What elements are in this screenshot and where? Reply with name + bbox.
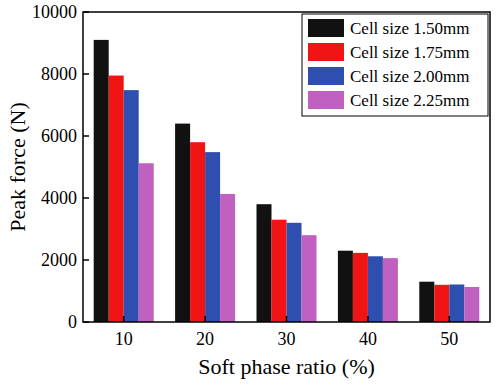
x-tick-label: 50 bbox=[440, 329, 458, 349]
bar bbox=[205, 152, 220, 322]
bar bbox=[338, 251, 353, 322]
bar bbox=[94, 40, 109, 322]
x-tick-label: 30 bbox=[278, 329, 296, 349]
chart: 0 2000 4000 6000 8000 10000 10 20 30 40 50 Soft pha… bbox=[0, 0, 500, 385]
y-tick bbox=[83, 135, 89, 137]
bar bbox=[257, 204, 272, 322]
x-tick bbox=[449, 316, 451, 322]
legend-swatch bbox=[308, 67, 344, 85]
legend-swatch bbox=[308, 91, 344, 109]
y-tick bbox=[83, 11, 89, 13]
x-tick-label: 20 bbox=[196, 329, 214, 349]
y-tick-label: 4000 bbox=[41, 188, 77, 208]
bar bbox=[449, 284, 464, 322]
bar bbox=[139, 163, 154, 322]
bar bbox=[368, 256, 383, 322]
bar bbox=[220, 194, 235, 322]
x-tick-label: 10 bbox=[115, 329, 133, 349]
legend-label: Cell size 2.00mm bbox=[350, 67, 469, 86]
bar bbox=[464, 287, 479, 322]
x-tick bbox=[367, 316, 369, 322]
x-tick bbox=[286, 316, 288, 322]
bar bbox=[175, 124, 190, 322]
bar bbox=[302, 235, 317, 322]
bar bbox=[272, 220, 287, 322]
legend-swatch bbox=[308, 43, 344, 61]
legend-swatch bbox=[308, 19, 344, 37]
legend-box bbox=[302, 14, 488, 116]
y-tick bbox=[83, 73, 89, 75]
y-tick-label: 10000 bbox=[32, 2, 77, 22]
x-tick bbox=[204, 316, 206, 322]
x-axis-label: Soft phase ratio (%) bbox=[198, 354, 375, 379]
y-tick-label: 2000 bbox=[41, 250, 77, 270]
bar bbox=[419, 282, 434, 322]
y-tick bbox=[83, 259, 89, 261]
bar bbox=[190, 142, 205, 322]
plot-frame bbox=[83, 12, 490, 322]
y-axis-label: Peak force (N) bbox=[5, 102, 30, 232]
bar bbox=[287, 223, 302, 322]
bar bbox=[383, 258, 398, 322]
y-tick bbox=[83, 197, 89, 199]
x-tick bbox=[123, 316, 125, 322]
y-tick-label: 6000 bbox=[41, 126, 77, 146]
bar bbox=[353, 253, 368, 322]
bar bbox=[434, 285, 449, 322]
legend: Cell size 1.50mm Cell size 1.75mm Cell siz… bbox=[302, 14, 488, 116]
bar bbox=[124, 90, 139, 322]
bar bbox=[109, 76, 124, 322]
y-tick-label: 0 bbox=[68, 312, 77, 332]
x-tick-label: 40 bbox=[359, 329, 377, 349]
legend-label: Cell size 2.25mm bbox=[350, 91, 469, 110]
y-tick bbox=[83, 321, 89, 323]
legend-label: Cell size 1.50mm bbox=[350, 19, 469, 38]
bars bbox=[94, 40, 480, 322]
legend-label: Cell size 1.75mm bbox=[350, 43, 469, 62]
y-tick-label: 8000 bbox=[41, 64, 77, 84]
